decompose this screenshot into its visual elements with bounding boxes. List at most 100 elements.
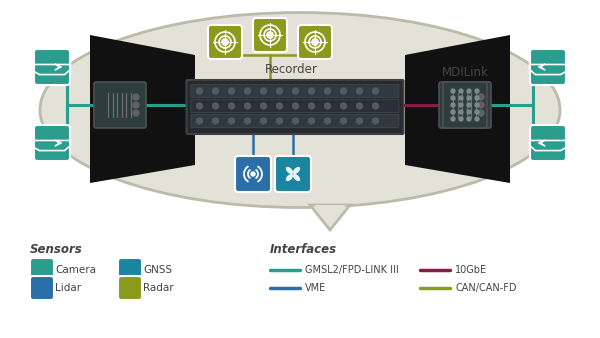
Text: VME: VME bbox=[305, 283, 326, 293]
FancyBboxPatch shape bbox=[30, 276, 54, 300]
Circle shape bbox=[475, 117, 479, 121]
Circle shape bbox=[277, 118, 283, 124]
Text: GMSL2/FPD-LINK III: GMSL2/FPD-LINK III bbox=[305, 265, 399, 275]
Circle shape bbox=[451, 103, 455, 107]
Circle shape bbox=[475, 89, 479, 93]
Circle shape bbox=[277, 103, 283, 109]
FancyBboxPatch shape bbox=[298, 25, 332, 59]
Circle shape bbox=[478, 102, 484, 108]
Text: GNSS: GNSS bbox=[143, 265, 172, 275]
Circle shape bbox=[467, 117, 471, 121]
FancyBboxPatch shape bbox=[439, 82, 491, 128]
FancyBboxPatch shape bbox=[530, 49, 566, 85]
Text: Interfaces: Interfaces bbox=[270, 243, 337, 256]
Text: Sensors: Sensors bbox=[30, 243, 83, 256]
Text: 10GbE: 10GbE bbox=[455, 265, 487, 275]
Circle shape bbox=[459, 117, 463, 121]
Text: Recorder: Recorder bbox=[265, 63, 318, 76]
Circle shape bbox=[245, 118, 251, 124]
Circle shape bbox=[277, 88, 283, 94]
Circle shape bbox=[293, 103, 299, 109]
Circle shape bbox=[451, 110, 455, 114]
Circle shape bbox=[451, 89, 455, 93]
Circle shape bbox=[459, 96, 463, 100]
Circle shape bbox=[459, 110, 463, 114]
Circle shape bbox=[478, 110, 484, 116]
FancyBboxPatch shape bbox=[253, 18, 287, 52]
Circle shape bbox=[212, 88, 218, 94]
Circle shape bbox=[314, 41, 317, 44]
FancyBboxPatch shape bbox=[30, 258, 54, 282]
Circle shape bbox=[212, 103, 218, 109]
Text: MDILink: MDILink bbox=[442, 66, 488, 79]
Circle shape bbox=[356, 88, 362, 94]
Circle shape bbox=[197, 118, 203, 124]
FancyBboxPatch shape bbox=[443, 82, 487, 128]
Circle shape bbox=[133, 102, 139, 108]
Circle shape bbox=[293, 118, 299, 124]
Circle shape bbox=[373, 88, 379, 94]
Circle shape bbox=[308, 118, 314, 124]
Circle shape bbox=[475, 103, 479, 107]
Polygon shape bbox=[90, 35, 195, 183]
Text: Camera: Camera bbox=[55, 265, 96, 275]
Circle shape bbox=[245, 103, 251, 109]
Polygon shape bbox=[405, 35, 510, 183]
Polygon shape bbox=[310, 205, 350, 230]
Ellipse shape bbox=[40, 13, 560, 208]
FancyBboxPatch shape bbox=[275, 156, 311, 192]
Circle shape bbox=[212, 118, 218, 124]
Circle shape bbox=[341, 88, 347, 94]
Circle shape bbox=[197, 103, 203, 109]
Circle shape bbox=[325, 88, 331, 94]
Circle shape bbox=[133, 110, 139, 116]
Circle shape bbox=[467, 103, 471, 107]
Circle shape bbox=[251, 172, 255, 176]
FancyBboxPatch shape bbox=[34, 125, 70, 161]
FancyBboxPatch shape bbox=[191, 99, 399, 113]
Circle shape bbox=[341, 118, 347, 124]
Circle shape bbox=[229, 118, 235, 124]
Circle shape bbox=[356, 103, 362, 109]
FancyBboxPatch shape bbox=[530, 125, 566, 161]
Circle shape bbox=[356, 118, 362, 124]
Circle shape bbox=[308, 103, 314, 109]
FancyBboxPatch shape bbox=[191, 115, 399, 127]
Ellipse shape bbox=[286, 167, 293, 174]
Text: Radar: Radar bbox=[143, 283, 173, 293]
Circle shape bbox=[229, 88, 235, 94]
Circle shape bbox=[459, 89, 463, 93]
Circle shape bbox=[325, 103, 331, 109]
FancyBboxPatch shape bbox=[94, 82, 146, 128]
Circle shape bbox=[308, 88, 314, 94]
Circle shape bbox=[223, 41, 227, 44]
Circle shape bbox=[475, 110, 479, 114]
Circle shape bbox=[260, 118, 266, 124]
FancyBboxPatch shape bbox=[118, 276, 142, 300]
Circle shape bbox=[478, 94, 484, 100]
Ellipse shape bbox=[286, 174, 293, 181]
Circle shape bbox=[293, 88, 299, 94]
Circle shape bbox=[245, 88, 251, 94]
Ellipse shape bbox=[293, 167, 300, 174]
Circle shape bbox=[260, 88, 266, 94]
Circle shape bbox=[373, 118, 379, 124]
FancyBboxPatch shape bbox=[235, 156, 271, 192]
Circle shape bbox=[197, 88, 203, 94]
FancyBboxPatch shape bbox=[187, 80, 404, 134]
Circle shape bbox=[459, 103, 463, 107]
FancyBboxPatch shape bbox=[208, 25, 242, 59]
Circle shape bbox=[467, 110, 471, 114]
Text: Lidar: Lidar bbox=[55, 283, 81, 293]
FancyBboxPatch shape bbox=[191, 84, 399, 97]
Circle shape bbox=[341, 103, 347, 109]
FancyBboxPatch shape bbox=[34, 49, 70, 85]
Circle shape bbox=[269, 33, 271, 37]
Text: CAN/CAN-FD: CAN/CAN-FD bbox=[455, 283, 517, 293]
Circle shape bbox=[133, 94, 139, 100]
Circle shape bbox=[229, 103, 235, 109]
Circle shape bbox=[260, 103, 266, 109]
Polygon shape bbox=[315, 205, 345, 222]
Ellipse shape bbox=[293, 174, 300, 181]
Circle shape bbox=[451, 117, 455, 121]
